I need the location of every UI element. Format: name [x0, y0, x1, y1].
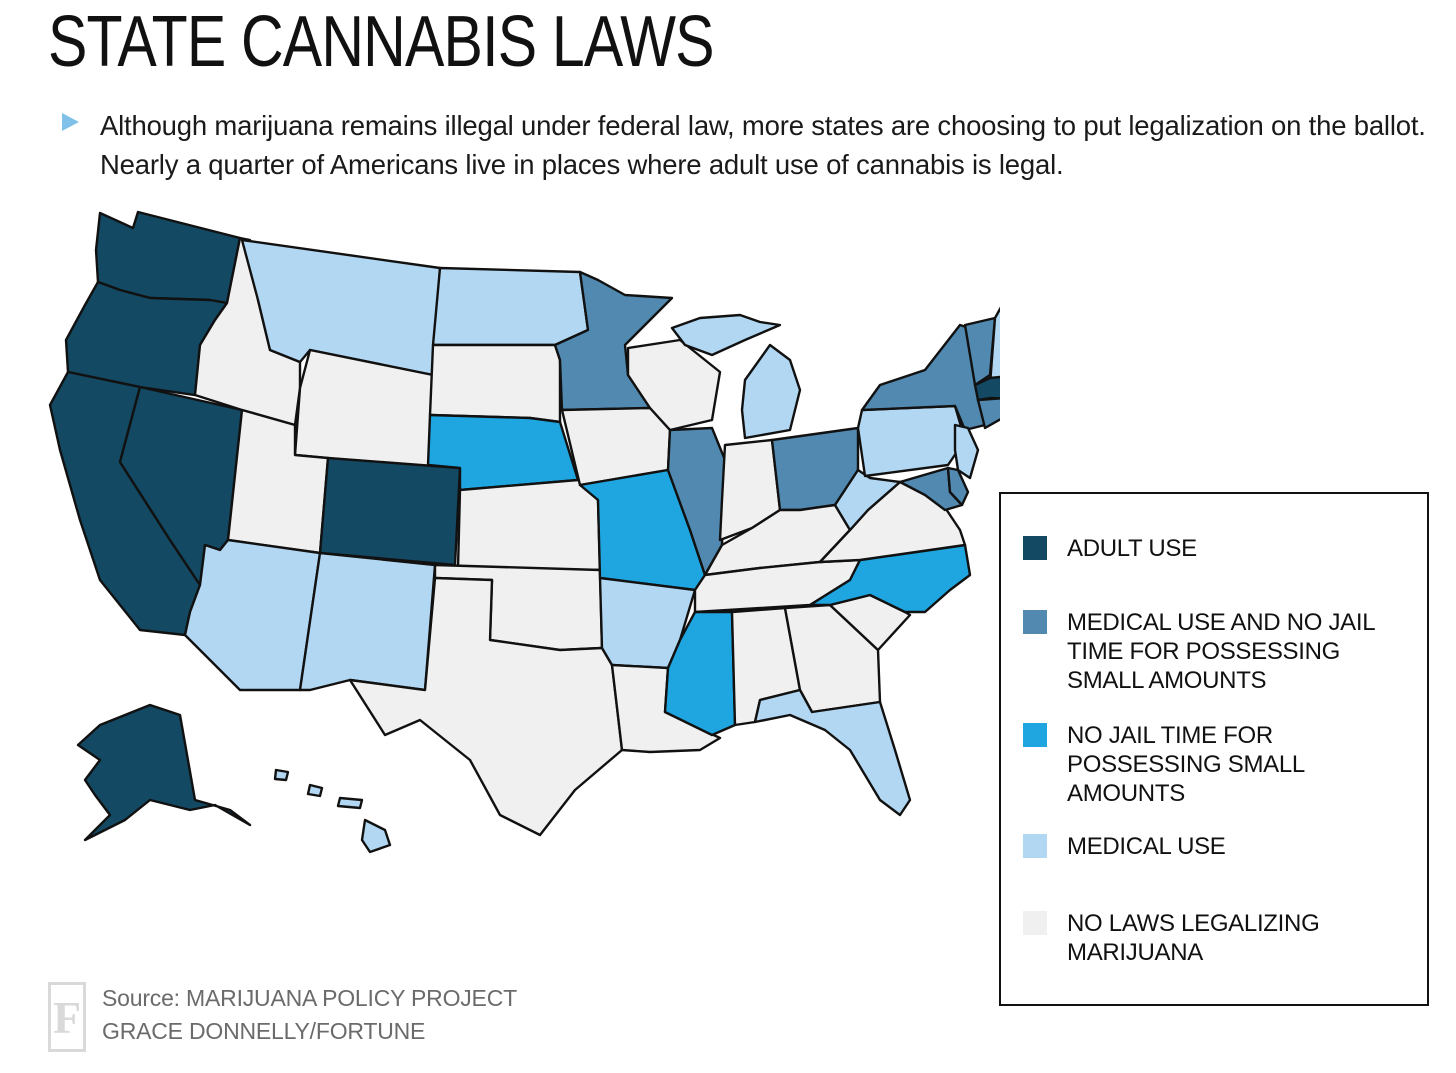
state-MI: [740, 343, 802, 440]
state-CT: [976, 397, 1000, 430]
state-CO: [318, 456, 462, 567]
legend-swatch: [1023, 536, 1047, 560]
map-title: STATE CANNABIS LAWS: [48, 2, 715, 82]
author-credit: GRACE DONNELLY/FORTUNE: [102, 1018, 426, 1044]
legend-item-medical-no-jail: MEDICAL USE AND NO JAIL TIME FOR POSSESS…: [1023, 608, 1417, 695]
state-NH: [988, 306, 1000, 387]
state-ND: [431, 266, 590, 347]
state-HI: [360, 818, 392, 854]
legend-item-no-laws: NO LAWS LEGALIZING MARIJUANA: [1023, 909, 1417, 967]
legend-label: NO LAWS LEGALIZING MARIJUANA: [1067, 910, 1320, 966]
state-TX: [348, 576, 624, 837]
state-MI-upper: [670, 313, 782, 357]
state-HI-maui: [336, 796, 364, 810]
legend-label: ADULT USE: [1067, 535, 1197, 562]
legend-swatch: [1023, 723, 1047, 747]
triangle-bullet-icon: [62, 113, 79, 131]
state-PA: [856, 404, 967, 478]
source-credit: Source: MARIJUANA POLICY PROJECT: [102, 985, 517, 1011]
legend-label: NO JAIL TIME FOR POSSESSING SMALL AMOUNT…: [1067, 722, 1305, 807]
legend-swatch: [1023, 610, 1047, 634]
legend-swatch: [1023, 911, 1047, 935]
legend-label: MEDICAL USE AND NO JAIL TIME FOR POSSESS…: [1067, 609, 1375, 694]
state-KS: [456, 478, 602, 572]
legend: ADULT USE MEDICAL USE AND NO JAIL TIME F…: [999, 492, 1429, 1006]
legend-item-no-jail: NO JAIL TIME FOR POSSESSING SMALL AMOUNT…: [1023, 721, 1417, 808]
legend-label: MEDICAL USE: [1067, 833, 1226, 860]
state-NM: [298, 551, 437, 692]
subtitle: Although marijuana remains illegal under…: [100, 110, 1426, 180]
subtitle-block: Although marijuana remains illegal under…: [62, 106, 1432, 184]
state-DE: [946, 466, 970, 507]
state-AK: [76, 703, 252, 842]
state-HI-kauai: [273, 768, 290, 782]
fortune-logo: F: [48, 982, 86, 1052]
legend-item-adult-use: ADULT USE: [1023, 534, 1417, 563]
state-AZ: [183, 538, 322, 692]
state-SD: [428, 343, 562, 424]
us-map: [48, 210, 1000, 854]
legend-item-medical: MEDICAL USE: [1023, 832, 1417, 861]
legend-swatch: [1023, 834, 1047, 858]
credits: Source: MARIJUANA POLICY PROJECT GRACE D…: [102, 982, 517, 1048]
state-NC: [808, 543, 972, 614]
state-HI-oahu: [306, 783, 324, 798]
state-NJ: [953, 423, 980, 480]
fortune-logo-letter: F: [52, 991, 82, 1043]
state-FL: [753, 688, 912, 817]
